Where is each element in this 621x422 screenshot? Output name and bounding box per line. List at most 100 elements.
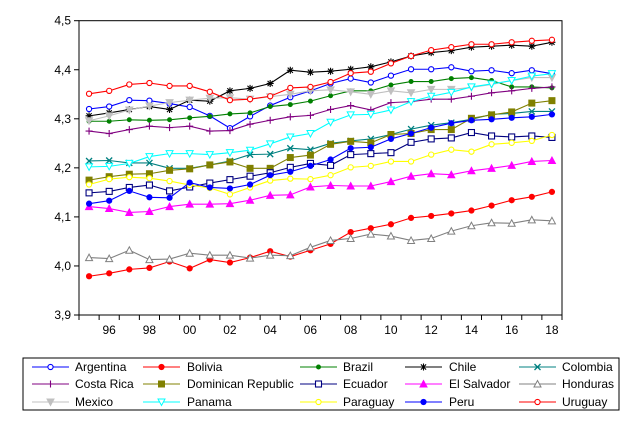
- data-point-el-salvador: [487, 163, 496, 172]
- series-line-brazil: [89, 77, 552, 122]
- series-line-bolivia: [88, 191, 553, 277]
- data-point-honduras: [426, 233, 436, 242]
- data-point-paraguay: [407, 158, 415, 165]
- data-point-uruguay: [508, 39, 515, 46]
- data-point-honduras: [406, 235, 416, 244]
- data-point-colombia: [105, 157, 113, 164]
- data-point-ecuador: [347, 151, 355, 159]
- data-point-argentina: [347, 75, 354, 82]
- data-point-chile: [266, 79, 274, 87]
- data-point-honduras: [285, 251, 295, 260]
- data-point-panama: [245, 146, 255, 155]
- y-tick-label: 4,1: [54, 210, 71, 224]
- data-point-el-salvador: [446, 170, 456, 179]
- data-point-peru: [327, 156, 334, 163]
- data-point-peru: [367, 144, 374, 151]
- data-point-paraguay: [126, 174, 133, 181]
- legend-marker: [315, 398, 322, 406]
- legend-label: Bolivia: [187, 360, 223, 374]
- data-point-panama: [507, 77, 517, 86]
- data-point-peru: [146, 194, 153, 201]
- data-point-bolivia: [126, 266, 133, 273]
- data-point-el-salvador: [205, 199, 215, 208]
- data-point-costa-rica: [488, 89, 496, 97]
- y-tick-label: 4,3: [54, 112, 71, 126]
- legend-label: Costa Rica: [75, 377, 134, 391]
- data-point-argentina: [106, 103, 113, 110]
- data-point-uruguay: [186, 82, 193, 90]
- y-tick-label: 4,5: [54, 14, 71, 28]
- data-point-dominican-republic: [347, 137, 355, 145]
- data-point-paraguay: [387, 158, 395, 165]
- data-point-panama: [487, 80, 496, 89]
- data-point-ecuador: [508, 133, 516, 141]
- data-point-panama: [306, 130, 315, 139]
- data-point-el-salvador: [326, 180, 335, 190]
- data-point-panama: [346, 111, 356, 120]
- data-point-panama: [426, 92, 436, 101]
- data-point-honduras: [306, 242, 315, 251]
- legend-marker: [534, 363, 541, 371]
- data-point-ecuador: [387, 149, 395, 157]
- data-point-panama: [104, 162, 114, 171]
- data-point-honduras: [225, 250, 235, 259]
- data-point-honduras: [104, 254, 114, 263]
- legend-label: Colombia: [562, 360, 613, 374]
- legend-label: Paraguay: [343, 395, 394, 409]
- data-point-dominican-republic: [286, 154, 294, 162]
- data-point-uruguay: [488, 41, 495, 48]
- data-point-mexico: [346, 88, 356, 97]
- data-point-peru: [226, 185, 234, 192]
- legend-label: El Salvador: [449, 377, 510, 391]
- data-point-costa-rica: [327, 105, 335, 113]
- data-point-peru: [85, 200, 93, 207]
- data-point-panama: [527, 72, 537, 81]
- y-tick-label: 4,0: [54, 259, 71, 273]
- data-point-argentina: [146, 97, 153, 104]
- x-tick-label: 00: [183, 323, 197, 337]
- data-point-mexico: [386, 87, 396, 96]
- legend-item-peru: Peru: [405, 395, 474, 409]
- data-point-peru: [508, 114, 515, 121]
- data-point-uruguay: [448, 44, 455, 51]
- data-point-argentina: [387, 72, 395, 79]
- legend-item-uruguay: Uruguay: [519, 395, 607, 409]
- data-point-honduras: [185, 248, 195, 257]
- data-point-panama: [225, 149, 235, 158]
- data-point-brazil: [428, 79, 434, 85]
- data-point-ecuador: [367, 150, 375, 158]
- data-point-el-salvador: [185, 199, 195, 208]
- legend-item-colombia: Colombia: [519, 360, 613, 374]
- data-point-brazil: [207, 113, 213, 119]
- series-dominican-republic: [85, 97, 556, 184]
- data-point-honduras: [507, 218, 517, 227]
- data-point-bolivia: [85, 273, 93, 280]
- data-point-el-salvador: [306, 182, 315, 191]
- data-point-uruguay: [226, 97, 234, 104]
- data-point-mexico: [285, 90, 295, 99]
- data-point-ecuador: [246, 172, 254, 180]
- data-point-el-salvador: [104, 204, 114, 213]
- data-point-el-salvador: [225, 199, 235, 208]
- data-point-dominican-republic: [447, 126, 455, 134]
- data-point-el-salvador: [426, 169, 436, 178]
- series-line-argentina: [88, 66, 553, 129]
- data-point-mexico: [426, 85, 436, 94]
- legend-label: Dominican Republic: [187, 377, 294, 391]
- data-point-bolivia: [186, 265, 193, 272]
- data-point-panama: [467, 83, 476, 92]
- series-argentina: [85, 64, 556, 132]
- data-point-paraguay: [448, 146, 455, 153]
- data-point-el-salvador: [245, 195, 255, 204]
- legend-label: Uruguay: [562, 395, 607, 409]
- data-point-chile: [306, 68, 314, 76]
- data-point-paraguay: [347, 164, 354, 171]
- y-tick-label: 4,4: [54, 63, 71, 77]
- data-point-uruguay: [387, 60, 395, 67]
- data-point-argentina: [428, 66, 435, 73]
- data-point-paraguay: [307, 175, 314, 183]
- data-point-mexico: [84, 117, 94, 126]
- data-point-mexico: [145, 102, 154, 111]
- data-point-paraguay: [146, 175, 153, 182]
- data-point-ecuador: [145, 181, 153, 189]
